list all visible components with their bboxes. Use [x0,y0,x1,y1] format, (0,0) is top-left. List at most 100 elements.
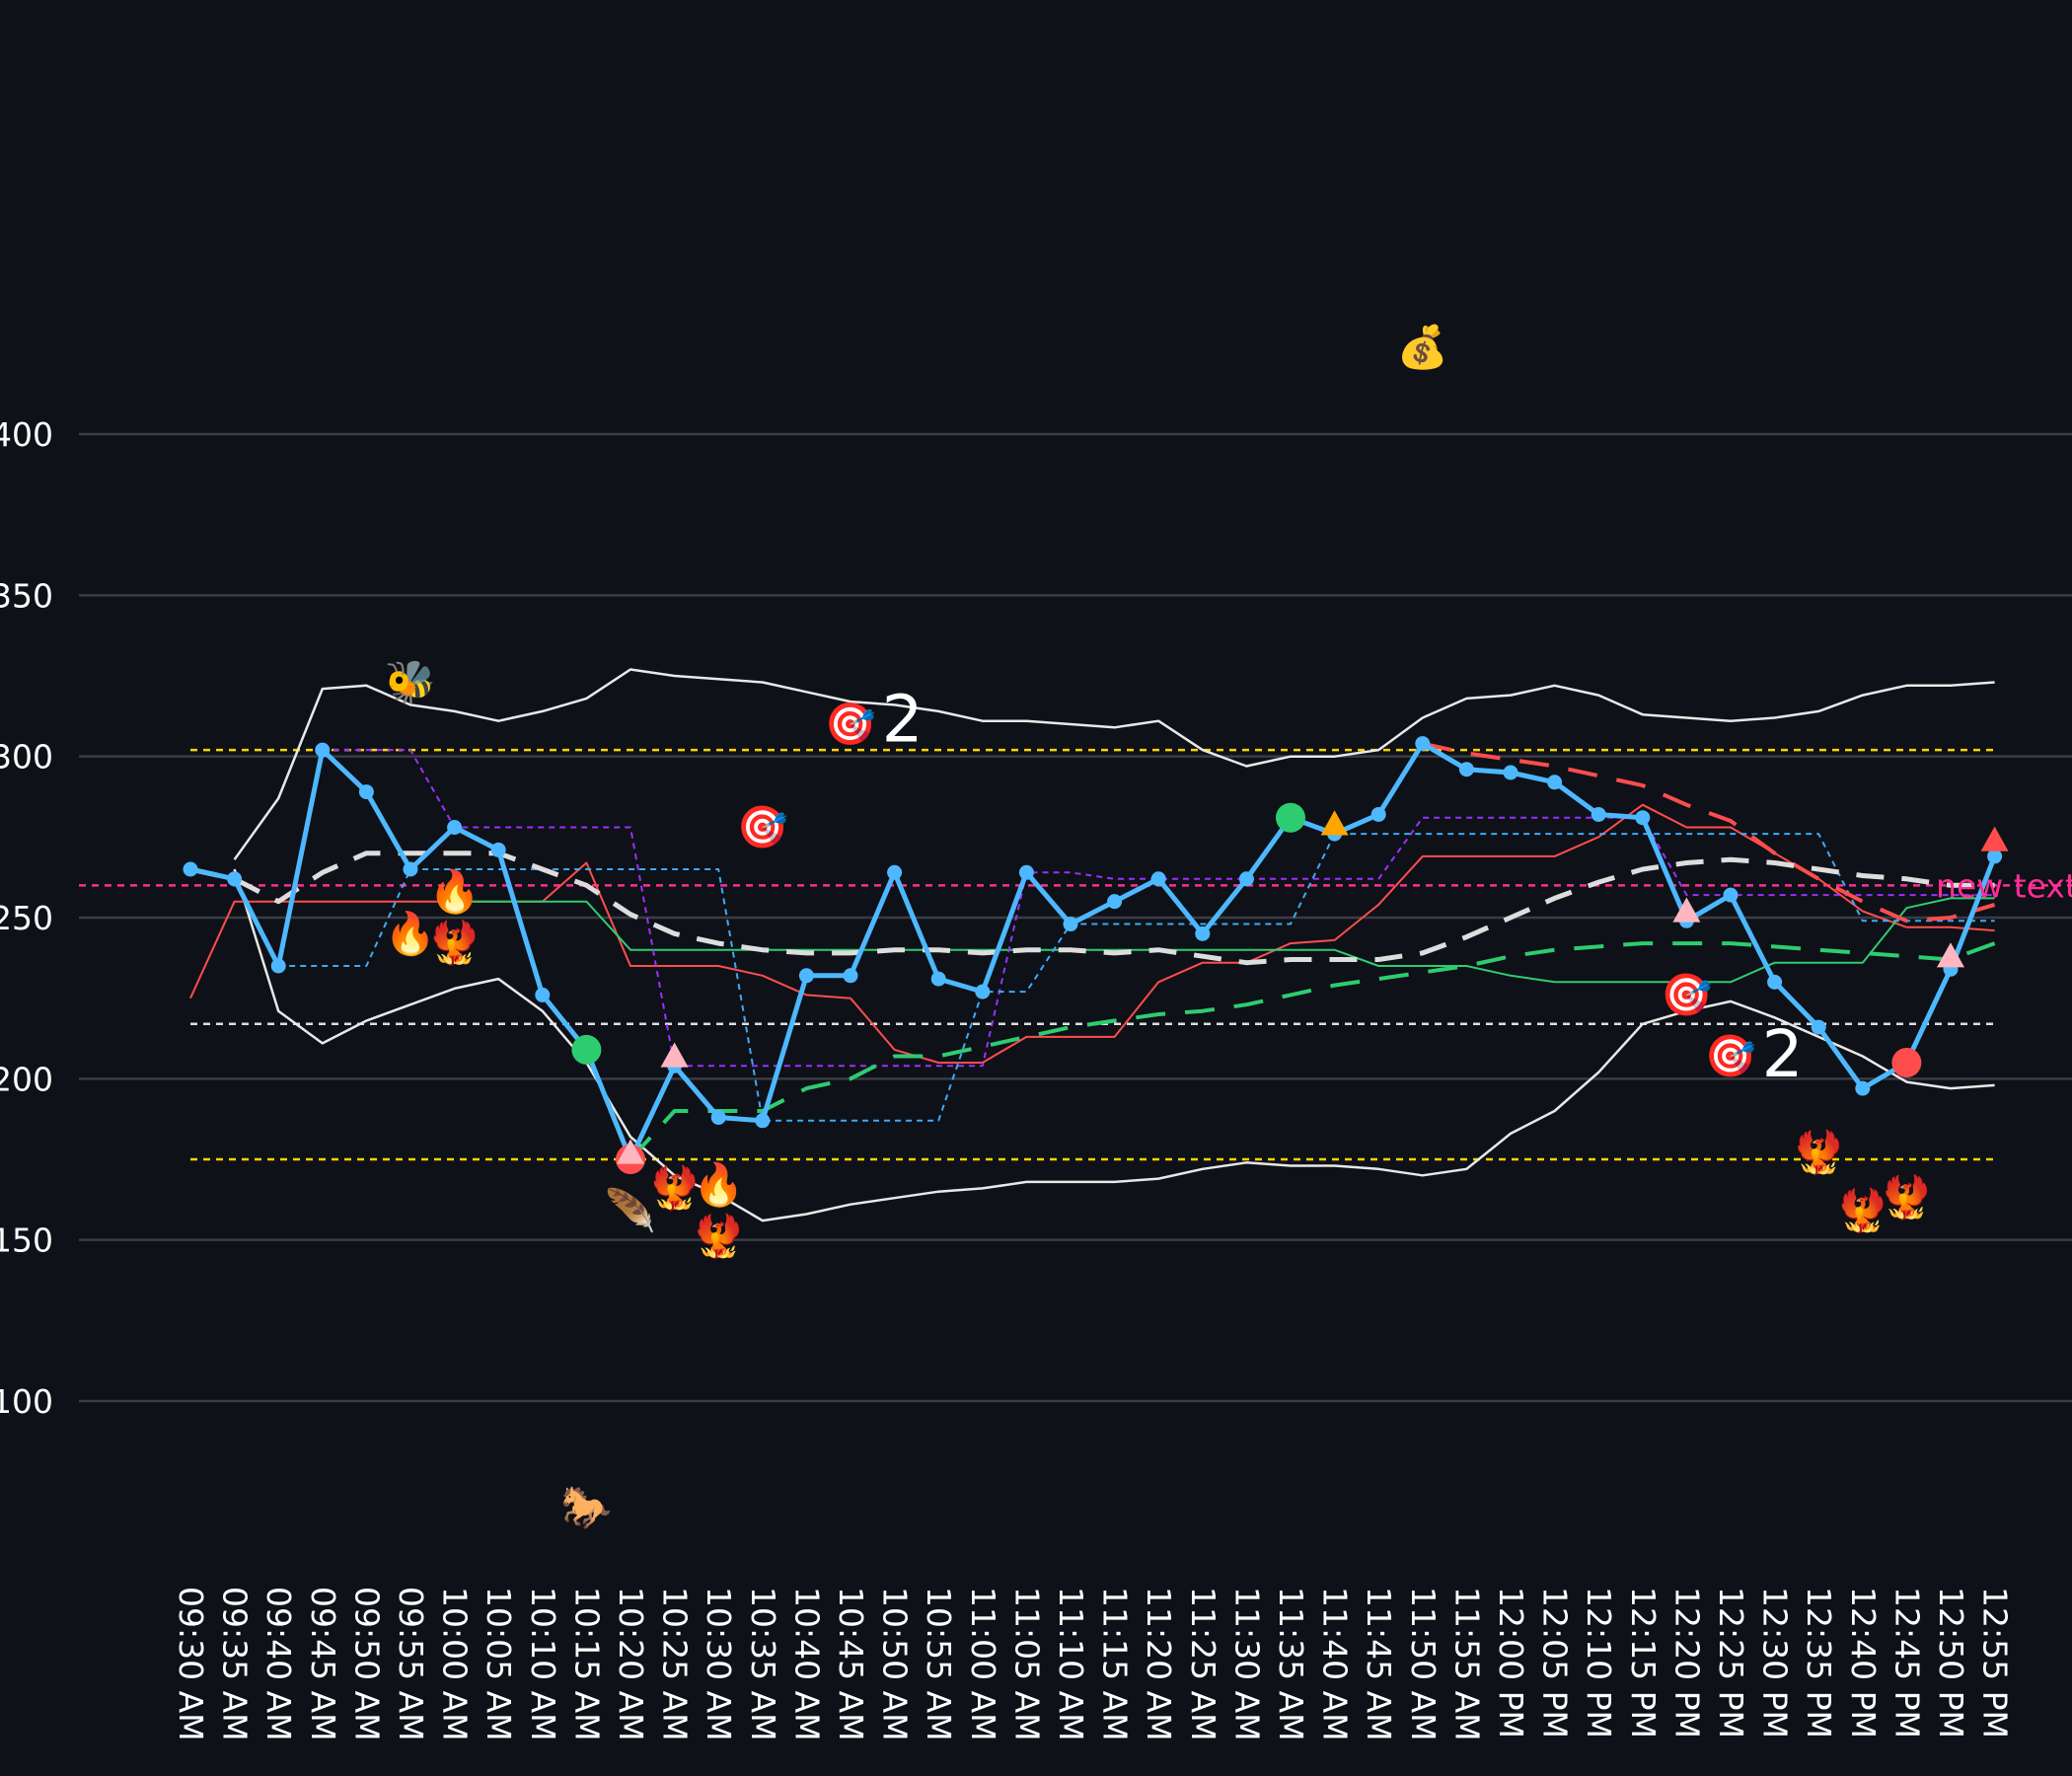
x-tick-label: 10:40 AM [787,1587,826,1741]
price-point [1238,871,1254,887]
x-tick-label: 10:55 AM [920,1587,958,1741]
grid-layer [79,432,2072,1403]
x-tick-label: 12:05 PM [1536,1587,1575,1739]
emoji-annotation: 🎯 [737,803,788,851]
price-point [755,1113,771,1129]
x-tick-label: 10:05 AM [480,1587,518,1741]
price-point [710,1110,726,1126]
series-line-purple-dash [322,749,1995,1068]
price-point [490,842,506,857]
line-label: new text [1936,866,2072,905]
price-point [358,784,374,800]
emoji-annotation: 🪶 [605,1185,656,1234]
signal-marker-triangle [1937,942,1964,968]
price-point [315,742,331,758]
series-line-red-dash [1422,741,1996,924]
price-point [1415,736,1431,752]
x-tick-label: 10:20 AM [612,1587,650,1741]
x-tick-label: 12:55 PM [1976,1587,2015,1739]
x-tick-label: 10:50 AM [876,1587,915,1741]
x-tick-label: 12:50 PM [1932,1587,1970,1739]
x-tick-label: 12:20 PM [1667,1587,1706,1739]
x-tick-label: 11:05 AM [1007,1587,1046,1741]
x-tick-label: 10:35 AM [744,1587,782,1741]
price-point [183,861,198,877]
x-tick-label: 09:55 AM [392,1587,430,1741]
emoji-annotation: 🐦‍🔥 [1793,1128,1844,1176]
x-tick-label: 10:30 AM [700,1587,738,1741]
price-point [227,871,243,887]
price-point [1855,1080,1871,1096]
series-line-green-dash [629,941,1996,1161]
emoji-annotation: 🐦‍🔥 [1881,1173,1932,1221]
price-point [270,958,286,974]
series-layer [183,668,2003,1222]
price-point [975,984,991,999]
price-point [1987,849,2003,864]
y-tick-label: 150 [0,1221,53,1260]
x-tick-label: 11:20 AM [1140,1587,1178,1741]
price-point [887,864,903,880]
markers-layer [571,802,2009,1174]
series-line-green-line [454,897,1995,984]
x-tick-label: 12:15 PM [1624,1587,1663,1739]
emoji-annotation: 🎯 [825,700,876,748]
emoji-annotation: 🐦‍🔥 [1837,1186,1888,1234]
signal-marker-triangle [1672,897,1701,923]
x-tick-label: 11:25 AM [1184,1587,1222,1741]
x-tick-label: 12:30 PM [1756,1587,1795,1739]
emoji-annotation: 🐦‍🔥 [428,919,480,967]
series-line-lower-band [233,868,1995,1222]
price-point [1503,765,1518,780]
x-tick-label: 09:45 AM [304,1587,342,1741]
price-point [1107,894,1123,910]
annotation-count: 2 [882,681,924,757]
price-point [930,971,946,987]
emoji-annotation: 🎯 [1705,1031,1756,1079]
y-tick-label: 350 [0,576,53,615]
price-point [1150,871,1166,887]
price-point [843,968,858,984]
x-tick-label: 10:25 AM [656,1587,695,1741]
emoji-annotation: 💰 [1397,323,1448,372]
x-tick-label: 10:15 AM [567,1587,606,1741]
y-tick-label: 200 [0,1060,53,1098]
signal-marker-triangle [1980,826,2009,851]
x-tick-label: 11:10 AM [1052,1587,1090,1741]
price-point [535,987,551,1002]
x-tick-label: 09:40 AM [259,1587,298,1741]
series-line-upper-band [233,668,1995,860]
price-point [403,861,418,877]
price-point [1370,806,1386,822]
x-tick-label: 11:40 AM [1316,1587,1355,1741]
x-tick-label: 12:10 PM [1580,1587,1618,1739]
x-tick-label: 12:25 PM [1712,1587,1750,1739]
price-point [1458,762,1474,777]
price-point [1591,806,1606,822]
x-tick-label: 11:15 AM [1096,1587,1135,1741]
x-tick-label: 11:00 AM [964,1587,1002,1741]
x-tick-label: 12:35 PM [1800,1587,1838,1739]
annotation-count: 2 [1762,1016,1804,1092]
price-point [1018,864,1034,880]
x-tick-label: 11:50 AM [1404,1587,1443,1741]
x-tick-label: 09:35 AM [216,1587,255,1741]
price-point [1723,887,1739,903]
x-tick-label: 11:45 AM [1360,1587,1398,1741]
signal-marker-triangle [660,1042,689,1068]
price-point [1767,974,1783,990]
price-point [1811,1019,1826,1035]
price-point [447,820,463,836]
price-point [1063,917,1078,932]
price-point [1635,810,1651,826]
emoji-annotation: 🐦‍🔥 [648,1163,700,1212]
emoji-annotation: 🐎 [560,1483,612,1531]
emoji-annotation: 🔥 [693,1160,744,1209]
price-point [798,968,814,984]
y-tick-label: 250 [0,899,53,937]
x-tick-label: 11:55 AM [1447,1587,1486,1741]
emoji-annotation: 🔥 [428,867,480,916]
x-tick-label: 12:45 PM [1887,1587,1926,1739]
